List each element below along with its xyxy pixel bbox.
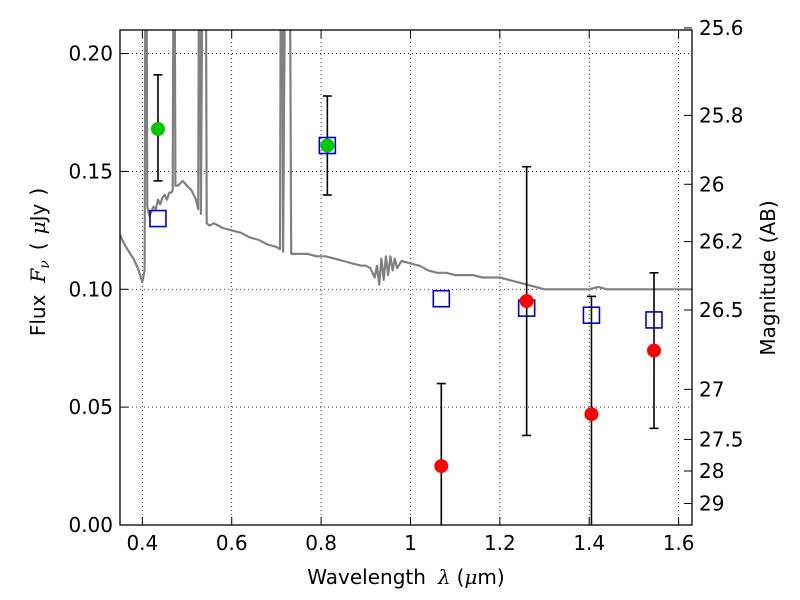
plot-area bbox=[120, 30, 692, 291]
x-tick-label: 0.8 bbox=[305, 531, 337, 555]
plot-frame bbox=[119, 29, 693, 526]
red-data-point bbox=[584, 407, 599, 422]
y-axis-label-unit-rest: Jy bbox=[26, 203, 50, 223]
x-axis-label-unit-rest: m) bbox=[477, 565, 504, 589]
y2-tick-label: 27 bbox=[699, 377, 724, 401]
y-axis-label-text: Flux bbox=[26, 294, 50, 336]
y-axis-label-unit-mu: μ bbox=[26, 221, 50, 234]
y2-tick-label: 27.5 bbox=[699, 427, 744, 451]
y2-tick-label: 29 bbox=[699, 492, 724, 516]
y-tick-label: 0.10 bbox=[68, 277, 113, 301]
y-axis-label: Flux Fν ( μJy) bbox=[26, 188, 53, 336]
x-tick-label: 1.6 bbox=[663, 531, 695, 555]
y-tick-label: 0.15 bbox=[68, 159, 113, 183]
y2-tick-label: 26 bbox=[699, 172, 724, 196]
y-axis-label-symbol-nu: ν bbox=[37, 260, 53, 269]
y2-axis-label: Magnitude (AB) bbox=[756, 200, 780, 355]
x-tick-label: 0.6 bbox=[216, 531, 248, 555]
axis-ticks: 0.4 0.6 0.8 1 1.2 1.4 1.6 0.00 0.05 0.10 0.15 0.20 2… bbox=[68, 16, 743, 555]
red-data-point bbox=[519, 294, 534, 309]
y-tick-label: 0.00 bbox=[68, 513, 113, 537]
x-tick-label: 0.4 bbox=[126, 531, 158, 555]
model-flux-square bbox=[149, 209, 167, 228]
y-axis-label-unit-open: ( bbox=[26, 242, 50, 250]
model-flux-square bbox=[432, 289, 451, 308]
y-tick-label: 0.05 bbox=[68, 395, 113, 419]
red-data-point bbox=[434, 459, 449, 474]
y2-tick-label: 28 bbox=[699, 459, 724, 483]
x-tick-label: 1 bbox=[404, 531, 417, 555]
y-axis-label-symbol-f: F bbox=[26, 268, 50, 284]
y2-tick-label: 26.2 bbox=[699, 230, 744, 254]
x-axis-label: Wavelength λ (μm) bbox=[307, 565, 504, 589]
x-axis-label-unit-open: ( bbox=[457, 565, 465, 589]
green-data-point bbox=[320, 138, 335, 153]
model-flux-square bbox=[582, 306, 601, 325]
data-markers bbox=[149, 122, 663, 474]
y2-tick-label: 25.6 bbox=[699, 16, 744, 40]
x-tick-label: 1.4 bbox=[573, 531, 605, 555]
y-axis-label-unit-close: ) bbox=[26, 188, 50, 196]
x-axis-label-symbol: λ bbox=[437, 565, 451, 589]
model-flux-square bbox=[645, 311, 663, 329]
red-data-point bbox=[647, 343, 662, 358]
x-axis-label-unit-mu: μ bbox=[464, 565, 477, 589]
model-flux-square bbox=[318, 136, 337, 155]
y-tick-label: 0.20 bbox=[68, 42, 113, 66]
y2-tick-label: 26.5 bbox=[699, 298, 744, 322]
x-tick-label: 1.2 bbox=[484, 531, 516, 555]
green-data-point bbox=[150, 122, 165, 136]
y2-tick-label: 25.8 bbox=[699, 103, 744, 127]
x-axis-label-text: Wavelength bbox=[307, 565, 426, 589]
model-spectrum-line bbox=[120, 30, 692, 291]
